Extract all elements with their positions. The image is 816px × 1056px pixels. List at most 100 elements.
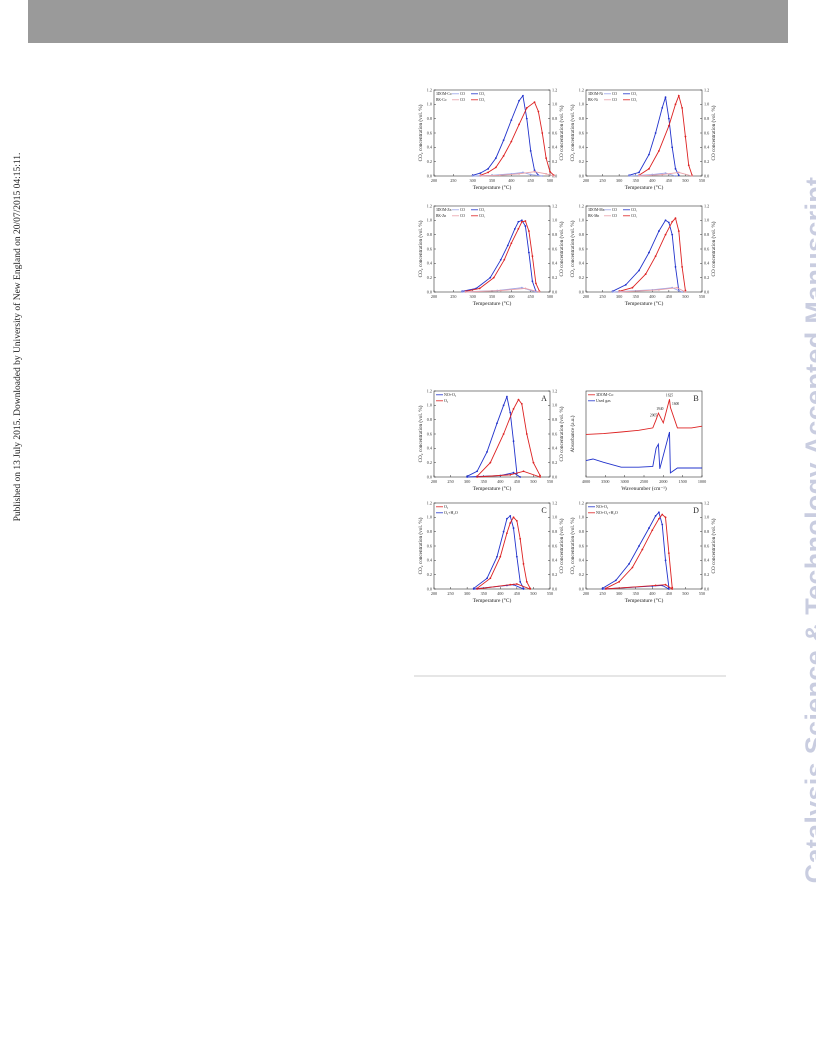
y-tick-label-left: 0.0 <box>579 173 584 178</box>
legend-entry: CO <box>460 98 465 102</box>
y-tick-label-left: 0.0 <box>427 586 432 591</box>
x-tick-label: 3000 <box>620 479 628 484</box>
y-tick-label-right: 1.0 <box>552 102 557 107</box>
x-tick-label: 350 <box>481 591 487 596</box>
data-point <box>517 398 520 401</box>
y-tick-label-right: 0.4 <box>704 145 710 150</box>
series-line <box>473 515 524 589</box>
y-tick-label-left: 0.4 <box>579 145 585 150</box>
data-point <box>687 164 690 167</box>
x-tick-label: 400 <box>508 294 514 299</box>
data-point <box>541 175 544 177</box>
series-line <box>465 287 540 293</box>
panel-letter: C <box>541 506 546 515</box>
y-tick-label-left: 0.2 <box>427 159 432 164</box>
data-point <box>519 476 522 478</box>
legend-entry: CO₂ <box>631 214 638 218</box>
y-tick-label-right: 0.8 <box>552 232 557 237</box>
series-line <box>477 470 541 478</box>
data-point <box>667 124 670 127</box>
legend-entry: CO <box>612 92 617 96</box>
y-tick-label-left: 0.6 <box>579 246 584 251</box>
data-point <box>520 403 523 405</box>
data-point <box>611 291 614 293</box>
series-line <box>585 431 702 474</box>
y-tick-label-right: 1.0 <box>552 403 557 408</box>
data-point <box>528 230 530 232</box>
data-point <box>472 588 475 590</box>
y-axis-label-right: CO concentration (vol. %) <box>710 221 717 276</box>
data-point <box>533 101 536 104</box>
y-tick-label-left: 0.2 <box>427 572 432 577</box>
legend-label: 3DOM-Mn <box>588 208 605 212</box>
y-tick-label-left: 0.8 <box>579 232 584 237</box>
x-tick-label: 400 <box>649 178 655 183</box>
series-line <box>472 94 539 176</box>
data-point <box>510 242 513 245</box>
data-point <box>674 217 677 220</box>
data-point <box>684 289 687 292</box>
x-tick-label: 400 <box>649 591 655 596</box>
data-point <box>631 286 634 289</box>
x-tick-label: 350 <box>481 479 487 484</box>
data-point <box>522 563 525 565</box>
plot-frame <box>433 502 551 590</box>
x-tick-label: 450 <box>666 178 672 183</box>
y-axis-label-left: CO₂ concentration (vol. %) <box>417 104 424 161</box>
data-point <box>537 110 540 113</box>
data-point <box>517 220 520 223</box>
data-point <box>502 404 505 407</box>
data-point <box>674 175 677 177</box>
peak-annotation: 1625 <box>666 394 673 398</box>
y-tick-label-right: 1.2 <box>552 500 557 505</box>
chart-fig2-a: 200 250 300 350 400 450 500 550 Temperature (°C)… <box>417 388 565 492</box>
data-point <box>503 258 506 261</box>
x-tick-label: 3500 <box>601 479 609 484</box>
x-tick-label: 250 <box>447 479 453 484</box>
x-tick-label: 200 <box>431 294 437 299</box>
legend-entry: CO <box>460 208 465 212</box>
y-tick-label-right: 0.0 <box>704 173 709 178</box>
data-point <box>628 175 630 177</box>
data-point <box>674 103 677 106</box>
data-point <box>512 440 515 443</box>
y-tick-label-left: 0.2 <box>427 460 432 465</box>
x-tick-label: 450 <box>514 591 520 596</box>
y-tick-label-left: 1.2 <box>427 87 432 92</box>
data-point <box>509 411 512 414</box>
y-tick-label-right: 0.4 <box>552 446 558 451</box>
data-point <box>471 175 474 177</box>
data-point <box>529 150 532 152</box>
y-tick-label-right: 0.2 <box>704 572 709 577</box>
x-tick-label: 550 <box>699 591 705 596</box>
data-point <box>667 588 670 590</box>
data-point <box>520 220 523 223</box>
x-tick-label: 400 <box>508 178 514 183</box>
x-tick-label: 300 <box>616 178 622 183</box>
y-tick-label-left: 0.6 <box>427 130 432 135</box>
y-tick-label-left: 0.6 <box>427 543 432 548</box>
y-tick-label-right: 0.8 <box>704 232 709 237</box>
panel-letter: D <box>693 506 699 515</box>
x-tick-label: 200 <box>583 178 589 183</box>
y-tick-label-right: 0.2 <box>552 460 557 465</box>
data-point <box>502 530 505 533</box>
y-tick-label-left: 0.6 <box>579 130 584 135</box>
data-point <box>476 470 478 473</box>
y-tick-label-right: 0.6 <box>704 130 709 135</box>
data-point <box>648 251 650 254</box>
y-tick-label-left: 0.8 <box>579 116 584 121</box>
data-point <box>664 559 667 562</box>
x-tick-label: 550 <box>699 294 705 299</box>
figure-2: 200 250 300 350 400 450 500 550 Temperature (°C)… <box>417 388 717 604</box>
legend-entry: CO₂ <box>631 208 638 212</box>
y-tick-label-left: 0.0 <box>427 474 432 479</box>
data-point <box>648 167 650 170</box>
data-point <box>496 422 498 425</box>
data-point <box>520 219 523 222</box>
y-tick-label-left: 0.0 <box>579 289 584 294</box>
series-line <box>605 513 673 589</box>
y-tick-label-left: 0.2 <box>579 275 584 280</box>
y-tick-label-left: 1.2 <box>579 203 584 208</box>
x-tick-label: 450 <box>528 294 534 299</box>
